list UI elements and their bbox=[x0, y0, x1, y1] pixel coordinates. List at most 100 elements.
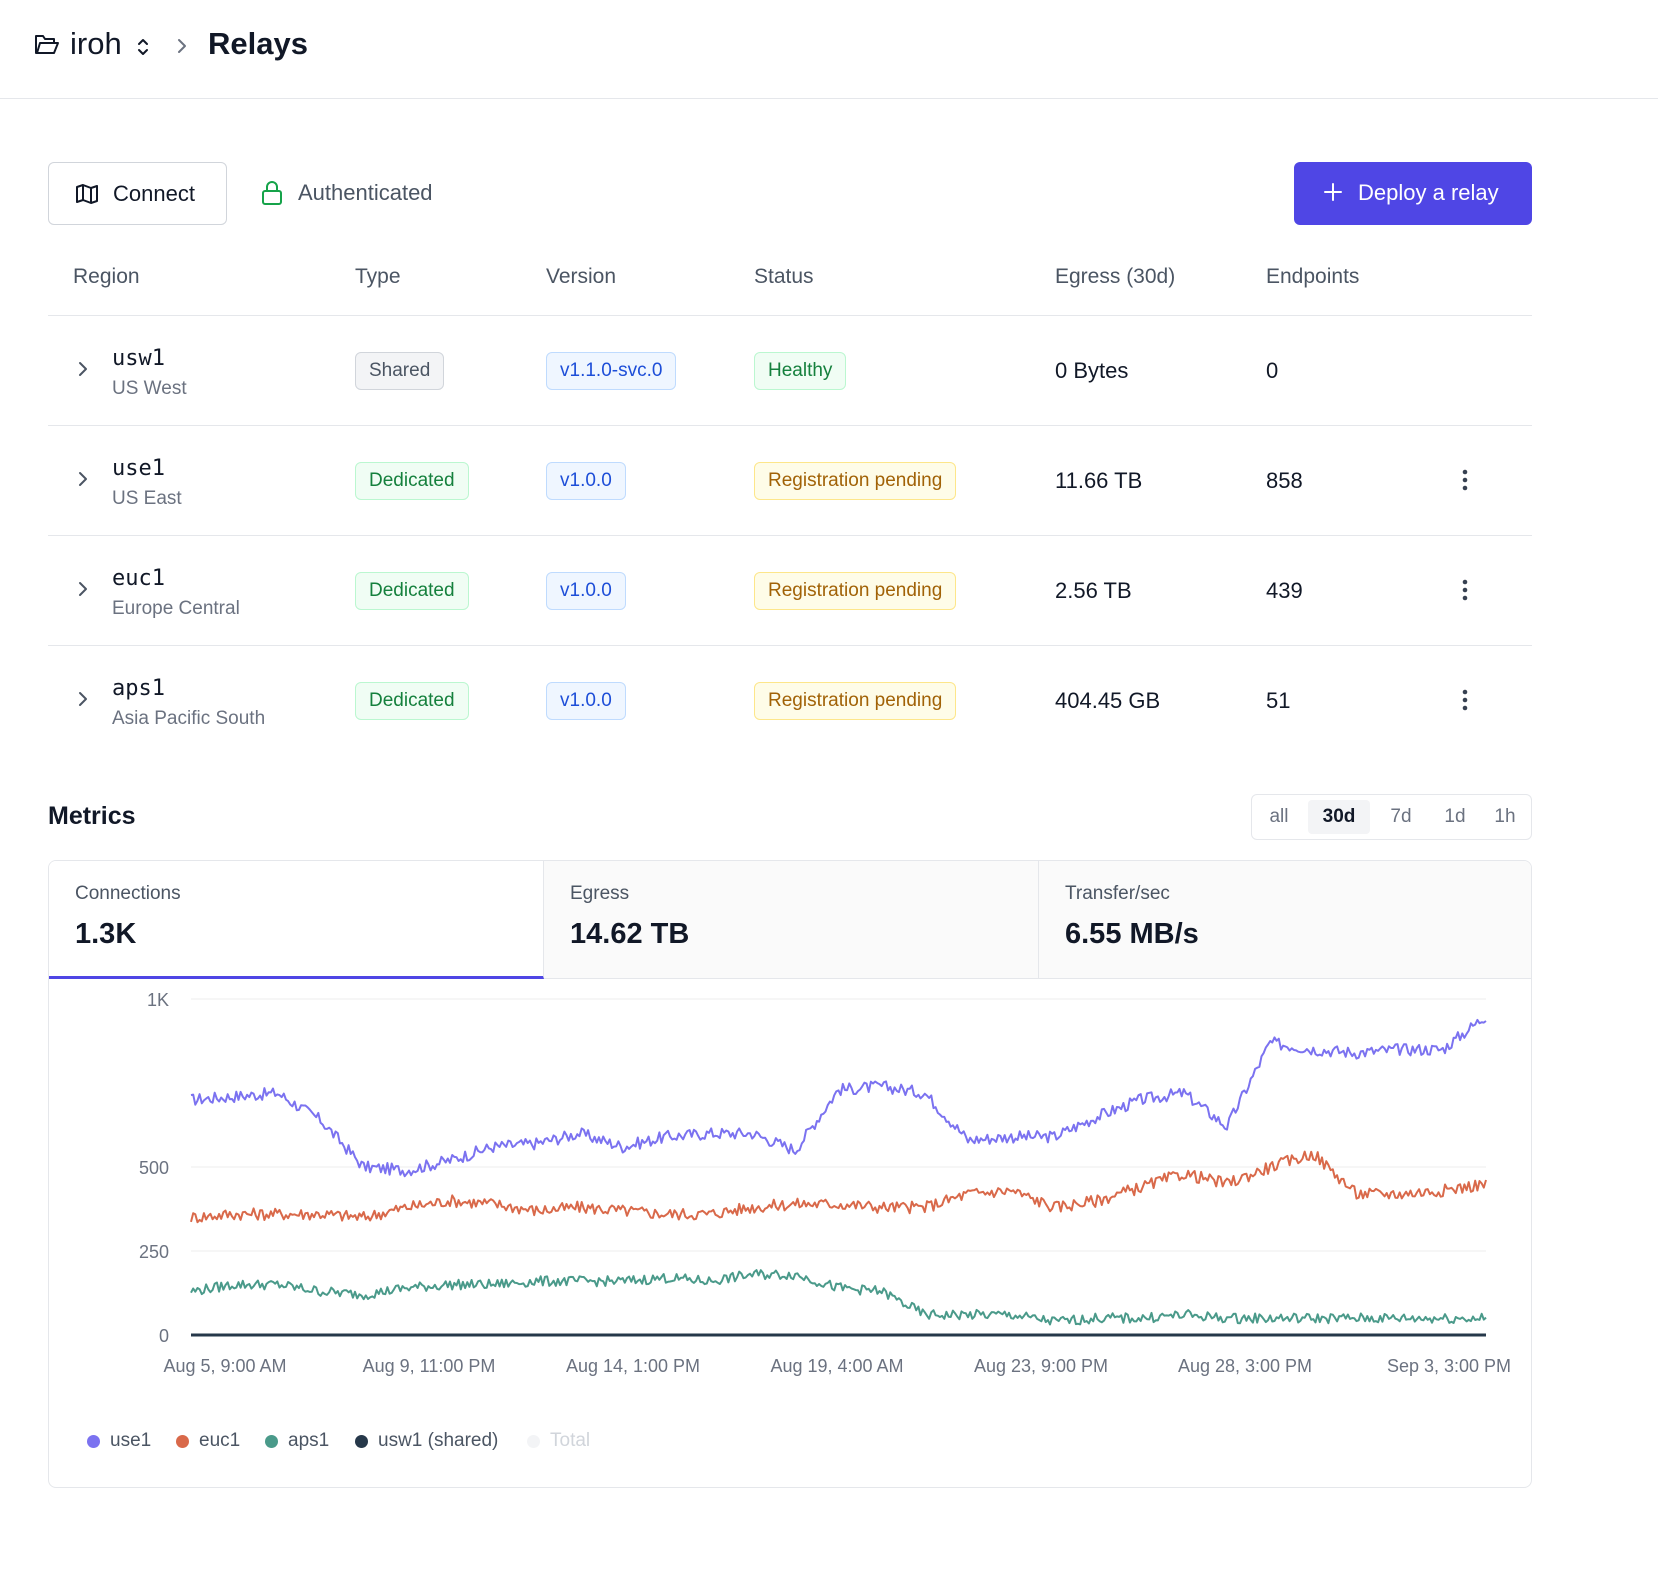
column-header-type: Type bbox=[355, 265, 401, 288]
column-header-status: Status bbox=[754, 265, 814, 288]
stat-label: Egress bbox=[570, 883, 630, 904]
column-header-region: Region bbox=[73, 265, 140, 288]
column-header-endpoints: Endpoints bbox=[1266, 265, 1360, 288]
region-name: US East bbox=[112, 488, 182, 509]
endpoints-value: 51 bbox=[1266, 688, 1291, 713]
endpoints-value: 0 bbox=[1266, 358, 1279, 383]
table-row[interactable]: euc1 Europe Central Dedicated v1.0.0 Reg… bbox=[48, 536, 1532, 646]
x-tick-label: Aug 19, 4:00 AM bbox=[770, 1356, 903, 1376]
legend-label: usw1 (shared) bbox=[378, 1430, 499, 1451]
region-code: euc1 bbox=[112, 566, 165, 591]
stat-label: Transfer/sec bbox=[1065, 883, 1170, 904]
stat-value: 6.55 MB/s bbox=[1065, 918, 1199, 950]
region-code: usw1 bbox=[112, 346, 165, 371]
more-options-icon[interactable] bbox=[1462, 468, 1468, 492]
connect-label: Connect bbox=[113, 181, 195, 206]
egress-value: 404.45 GB bbox=[1055, 688, 1161, 713]
status-badge: Registration pending bbox=[754, 682, 957, 720]
legend-dot bbox=[265, 1435, 278, 1448]
series-line-use1 bbox=[190, 1018, 1487, 1178]
plus-icon bbox=[1324, 183, 1342, 201]
stat-value: 14.62 TB bbox=[570, 918, 690, 950]
column-header-egress: Egress (30d) bbox=[1055, 265, 1176, 288]
range-option-1d[interactable]: 1d bbox=[1444, 806, 1466, 827]
stat-tab-connections[interactable]: Connections 1.3K bbox=[49, 861, 544, 979]
legend-dot bbox=[527, 1435, 540, 1448]
chevron-right-icon bbox=[178, 39, 186, 53]
expand-chevron-icon[interactable] bbox=[78, 581, 88, 597]
top-bar: iroh Relays bbox=[0, 0, 1658, 99]
legend-label: use1 bbox=[110, 1430, 152, 1451]
endpoints-value: 439 bbox=[1266, 578, 1303, 603]
expand-chevron-icon[interactable] bbox=[78, 471, 88, 487]
legend-label: Total bbox=[550, 1430, 591, 1451]
type-badge: Dedicated bbox=[355, 682, 469, 720]
egress-value: 11.66 TB bbox=[1055, 468, 1143, 493]
version-badge: v1.0.0 bbox=[546, 462, 626, 500]
chevron-up-down-icon[interactable] bbox=[136, 36, 150, 58]
more-options-icon[interactable] bbox=[1462, 578, 1468, 602]
y-tick-label: 1K bbox=[147, 990, 169, 1010]
range-option-30d[interactable]: 30d bbox=[1308, 800, 1370, 834]
deploy-relay-label: Deploy a relay bbox=[1358, 180, 1499, 205]
table-row[interactable]: usw1 US West Shared v1.1.0-svc.0 Healthy… bbox=[48, 316, 1532, 426]
egress-value: 2.56 TB bbox=[1055, 578, 1132, 603]
type-badge: Dedicated bbox=[355, 462, 469, 500]
column-header-version: Version bbox=[546, 265, 617, 288]
endpoints-value: 858 bbox=[1266, 468, 1303, 493]
type-badge: Shared bbox=[355, 352, 445, 390]
status-badge: Registration pending bbox=[754, 572, 957, 610]
stat-tab-egress[interactable]: Egress 14.62 TB bbox=[544, 861, 1039, 979]
legend-label: aps1 bbox=[288, 1430, 330, 1451]
range-option-1h[interactable]: 1h bbox=[1494, 806, 1516, 827]
y-tick-label: 500 bbox=[139, 1158, 169, 1178]
range-option-all[interactable]: all bbox=[1269, 806, 1289, 827]
version-badge: v1.0.0 bbox=[546, 572, 626, 610]
table-row[interactable]: use1 US East Dedicated v1.0.0 Registrati… bbox=[48, 426, 1532, 536]
legend-dot bbox=[87, 1435, 100, 1448]
y-tick-label: 250 bbox=[139, 1242, 169, 1262]
lock-icon bbox=[262, 181, 282, 205]
y-tick-label: 0 bbox=[159, 1326, 169, 1346]
region-code: aps1 bbox=[112, 676, 165, 701]
connect-button[interactable]: Connect bbox=[48, 162, 227, 225]
region-name: Asia Pacific South bbox=[112, 708, 266, 729]
region-name: Europe Central bbox=[112, 598, 240, 619]
auth-label: Authenticated bbox=[298, 180, 433, 205]
legend-dot bbox=[176, 1435, 189, 1448]
expand-chevron-icon[interactable] bbox=[78, 361, 88, 377]
series-line-euc1 bbox=[190, 1150, 1487, 1224]
status-badge: Registration pending bbox=[754, 462, 957, 500]
project-name[interactable]: iroh bbox=[70, 26, 122, 61]
x-tick-label: Aug 23, 9:00 PM bbox=[974, 1356, 1108, 1376]
version-badge: v1.1.0-svc.0 bbox=[546, 352, 677, 390]
expand-chevron-icon[interactable] bbox=[78, 691, 88, 707]
legend-label: euc1 bbox=[199, 1430, 241, 1451]
folder-icon bbox=[35, 35, 59, 54]
series-line-aps1 bbox=[190, 1269, 1487, 1326]
x-tick-label: Aug 14, 1:00 PM bbox=[566, 1356, 700, 1376]
table-row[interactable]: aps1 Asia Pacific South Dedicated v1.0.0… bbox=[48, 646, 1532, 755]
status-badge: Healthy bbox=[754, 352, 847, 390]
table-header: Region Type Version Status Egress (30d) … bbox=[48, 245, 1532, 316]
metrics-title: Metrics bbox=[48, 802, 136, 830]
range-option-7d[interactable]: 7d bbox=[1390, 806, 1412, 827]
x-tick-label: Sep 3, 3:00 PM bbox=[1387, 1356, 1511, 1376]
page-title: Relays bbox=[208, 26, 308, 61]
type-badge: Dedicated bbox=[355, 572, 469, 610]
region-name: US West bbox=[112, 378, 187, 399]
stat-label: Connections bbox=[75, 883, 181, 904]
connections-chart: 0 250 500 1K Aug 5, 9:00 AM Aug 9, 11:00 PM Au… bbox=[139, 990, 1511, 1376]
map-icon bbox=[76, 184, 98, 204]
metrics-card: Connections 1.3K Egress 14.62 TB Transfe… bbox=[48, 860, 1532, 1488]
more-options-icon[interactable] bbox=[1462, 688, 1468, 712]
region-code: use1 bbox=[112, 456, 165, 481]
egress-value: 0 Bytes bbox=[1055, 358, 1129, 383]
time-range-selector: all 30d 7d 1d 1h bbox=[1251, 794, 1532, 840]
stat-value: 1.3K bbox=[75, 918, 137, 950]
version-badge: v1.0.0 bbox=[546, 682, 626, 720]
x-tick-label: Aug 9, 11:00 PM bbox=[363, 1356, 496, 1376]
x-tick-label: Aug 5, 9:00 AM bbox=[163, 1356, 286, 1376]
deploy-relay-button[interactable]: Deploy a relay bbox=[1294, 162, 1532, 225]
stat-tab-transfer[interactable]: Transfer/sec 6.55 MB/s bbox=[1039, 861, 1531, 979]
